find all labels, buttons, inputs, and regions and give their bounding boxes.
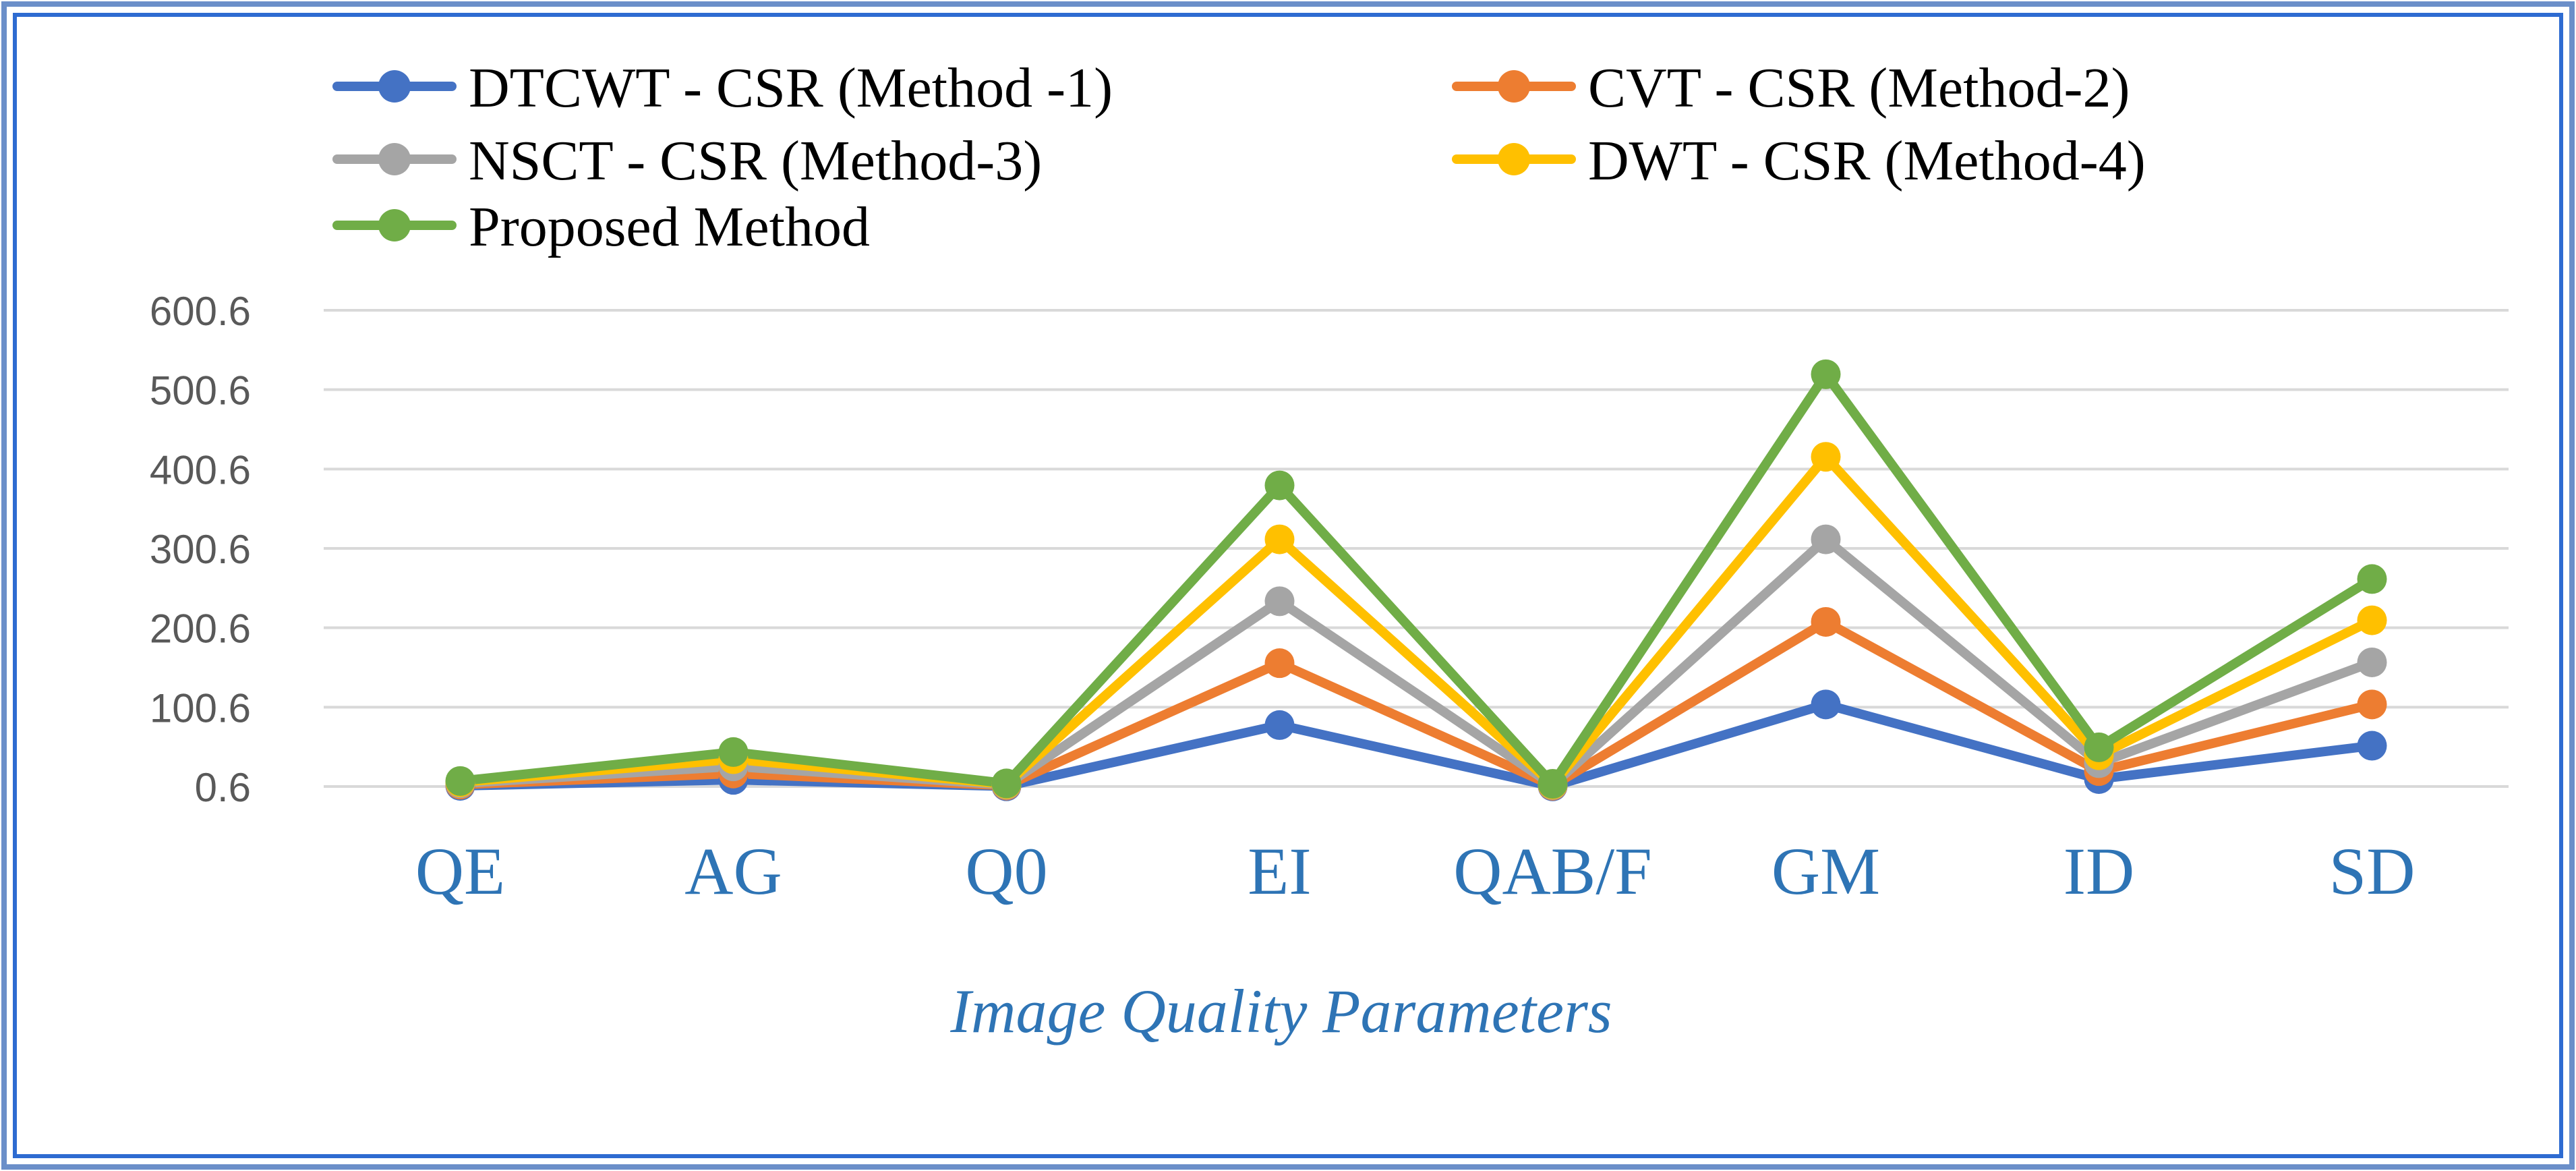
legend-label: NSCT - CSR (Method-3) [469, 130, 1042, 192]
legend-item: CVT - CSR (Method-2) [1452, 57, 2130, 119]
series-line [455, 369, 2377, 789]
series-line [455, 617, 2377, 791]
series-line [455, 534, 2377, 790]
data-point [1811, 689, 1841, 720]
frame-inner [13, 13, 2563, 1158]
data-point [2357, 647, 2387, 677]
x-category-label: AG [684, 834, 782, 909]
y-axis-tick-labels: 0.6 100.6 200.6 300.6 400.6 500.6 600.6 [150, 289, 251, 810]
legend-item: DWT - CSR (Method-4) [1452, 130, 2146, 192]
legend-label: Proposed Method [469, 196, 870, 258]
legend-label: CVT - CSR (Method-2) [1588, 57, 2130, 119]
data-point [1264, 710, 1295, 740]
series-points [445, 359, 2387, 801]
x-category-label: QE [415, 834, 505, 909]
legend-marker [378, 209, 411, 241]
legend-marker [378, 70, 411, 103]
data-point [1264, 586, 1295, 617]
series-lines [455, 369, 2377, 791]
data-point [1811, 606, 1841, 637]
data-point [2084, 732, 2114, 762]
legend-item: Proposed Method [332, 196, 870, 258]
legend-label: DTCWT - CSR (Method -1) [469, 57, 1113, 119]
x-category-label: EI [1248, 834, 1311, 909]
y-tick-label: 100.6 [150, 685, 251, 731]
legend-marker [1498, 70, 1530, 103]
data-point [718, 737, 749, 767]
data-point [1538, 768, 1568, 799]
data-point [1264, 524, 1295, 554]
data-point [1811, 359, 1841, 389]
x-category-label: Q0 [965, 834, 1047, 909]
legend-label: DWT - CSR (Method-4) [1588, 130, 2146, 192]
x-category-label: QAB/F [1453, 834, 1652, 909]
legend: DTCWT - CSR (Method -1) CVT - CSR (Method… [332, 57, 2146, 258]
legend-marker [1498, 143, 1530, 175]
x-axis-title: Image Quality Parameters [949, 977, 1612, 1046]
legend-item: NSCT - CSR (Method-3) [332, 130, 1042, 192]
data-point [1811, 524, 1841, 554]
data-point [1264, 470, 1295, 501]
x-category-label: ID [2063, 834, 2135, 909]
data-point [1811, 442, 1841, 472]
data-point [2357, 731, 2387, 761]
x-axis-category-labels: QE AG Q0 EI QAB/F GM ID SD [415, 834, 2416, 909]
series-line [455, 452, 2377, 789]
y-tick-label: 300.6 [150, 527, 251, 572]
y-tick-label: 500.6 [150, 368, 251, 413]
data-point [991, 768, 1022, 799]
y-tick-label: 200.6 [150, 606, 251, 652]
series-line [455, 699, 2377, 791]
data-point [2357, 689, 2387, 720]
x-category-label: SD [2329, 834, 2416, 909]
y-tick-label: 400.6 [150, 447, 251, 492]
data-point [1264, 648, 1295, 679]
data-point [2357, 605, 2387, 635]
data-point [445, 766, 475, 796]
legend-item: DTCWT - CSR (Method -1) [332, 57, 1113, 119]
y-tick-label: 600.6 [150, 289, 251, 334]
x-category-label: GM [1772, 834, 1880, 909]
legend-marker [378, 143, 411, 175]
data-point [2357, 564, 2387, 594]
y-tick-label: 0.6 [195, 765, 251, 810]
